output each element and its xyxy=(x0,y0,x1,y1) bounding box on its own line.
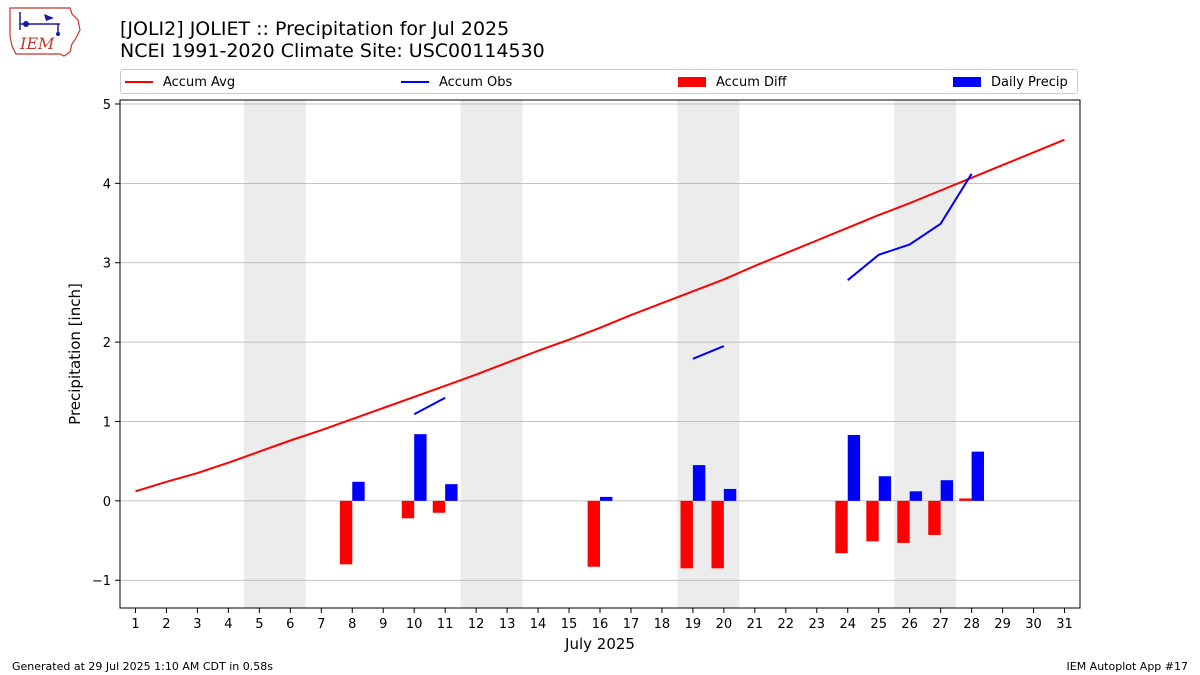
x-tick-label: 11 xyxy=(437,617,454,632)
bar xyxy=(414,434,427,501)
x-tick-label: 15 xyxy=(561,617,578,632)
weekend-band xyxy=(243,100,306,608)
x-tick-label: 6 xyxy=(286,617,294,632)
series-line xyxy=(135,138,1065,493)
bar xyxy=(680,500,693,569)
x-tick-label: 22 xyxy=(778,617,795,632)
series-line xyxy=(413,396,446,416)
x-tick-label: 9 xyxy=(379,617,387,632)
legend-item-daily-precip: Daily Precip xyxy=(953,74,1068,90)
bar xyxy=(897,500,910,543)
bar xyxy=(445,484,458,501)
x-tick-label: 4 xyxy=(224,617,232,632)
app-label: IEM Autoplot App #17 xyxy=(1066,660,1189,673)
bar xyxy=(401,500,415,519)
legend-label-accum-obs: Accum Obs xyxy=(439,74,513,90)
x-tick-label: 16 xyxy=(592,617,609,632)
bar xyxy=(847,434,861,501)
bar xyxy=(835,500,848,554)
bar xyxy=(600,496,613,501)
x-tick-label: 18 xyxy=(654,617,671,632)
x-tick-label: 17 xyxy=(623,617,640,632)
generated-timestamp: Generated at 29 Jul 2025 1:10 AM CDT in … xyxy=(12,660,273,673)
chart-subtitle: NCEI 1991-2020 Climate Site: USC00114530 xyxy=(120,40,545,62)
x-tick-label: 7 xyxy=(317,617,325,632)
x-tick-label: 3 xyxy=(193,617,201,632)
x-tick-label: 20 xyxy=(716,617,733,632)
bar xyxy=(352,481,365,501)
x-tick-label: 19 xyxy=(685,617,702,632)
x-tick-label: 25 xyxy=(870,617,887,632)
bar xyxy=(866,500,879,542)
x-tick-label: 12 xyxy=(468,617,485,632)
bar xyxy=(928,500,941,535)
x-tick-label: 21 xyxy=(747,617,764,632)
x-tick-label: 23 xyxy=(809,617,826,632)
logo-text: IEM xyxy=(19,34,55,53)
bar xyxy=(711,500,724,569)
x-tick-label: 14 xyxy=(530,617,547,632)
legend-swatch-accum-diff xyxy=(678,77,706,87)
series-line xyxy=(692,345,725,360)
x-tick-label: 8 xyxy=(348,617,356,632)
y-tick-label: 4 xyxy=(103,177,111,192)
legend-label-accum-diff: Accum Diff xyxy=(716,74,787,90)
bar xyxy=(959,498,972,501)
bar xyxy=(971,451,984,501)
legend-swatch-accum-avg xyxy=(125,81,153,83)
x-tick-label: 30 xyxy=(1025,617,1042,632)
weekend-band xyxy=(460,100,523,608)
y-tick-label: 1 xyxy=(103,415,111,430)
bar xyxy=(909,491,923,501)
x-tick-label: 24 xyxy=(839,617,856,632)
bar xyxy=(692,465,706,501)
legend-item-accum-avg: Accum Avg xyxy=(125,74,235,90)
y-tick-label: 5 xyxy=(103,98,111,113)
x-tick-label: 13 xyxy=(499,617,516,632)
x-tick-label: 31 xyxy=(1056,617,1073,632)
legend-swatch-daily-precip xyxy=(953,77,981,87)
x-tick-label: 29 xyxy=(994,617,1011,632)
legend-item-accum-obs: Accum Obs xyxy=(401,74,512,90)
legend: Accum Avg Accum Obs Accum Diff Daily Pre… xyxy=(120,69,1078,94)
y-axis-label: Precipitation [inch] xyxy=(66,283,84,425)
bar xyxy=(587,500,600,567)
legend-label-accum-avg: Accum Avg xyxy=(163,74,236,90)
y-tick-label: 2 xyxy=(103,336,111,351)
x-tick-label: 1 xyxy=(131,617,139,632)
bar xyxy=(940,480,954,501)
weather-station-icon xyxy=(19,12,60,36)
x-tick-label: 26 xyxy=(901,617,918,632)
chart-title: [JOLI2] JOLIET :: Precipitation for Jul … xyxy=(120,18,510,40)
x-tick-label: 27 xyxy=(932,617,949,632)
legend-item-accum-diff: Accum Diff xyxy=(678,74,787,90)
x-tick-label: 2 xyxy=(162,617,170,632)
iem-logo: IEM xyxy=(9,7,81,57)
bar xyxy=(723,488,737,501)
y-tick-label: −1 xyxy=(92,574,111,589)
bar xyxy=(432,500,446,513)
x-tick-label: 10 xyxy=(406,617,423,632)
y-tick-label: 3 xyxy=(103,257,111,272)
x-axis-label: July 2025 xyxy=(564,635,635,653)
legend-swatch-accum-obs xyxy=(401,81,429,83)
x-tick-label: 5 xyxy=(255,617,263,632)
x-tick-label: 28 xyxy=(963,617,980,632)
bar xyxy=(339,500,353,565)
series-line xyxy=(847,173,973,281)
y-tick-label: 0 xyxy=(103,495,111,510)
legend-label-daily-precip: Daily Precip xyxy=(991,74,1068,90)
bar xyxy=(878,476,892,501)
